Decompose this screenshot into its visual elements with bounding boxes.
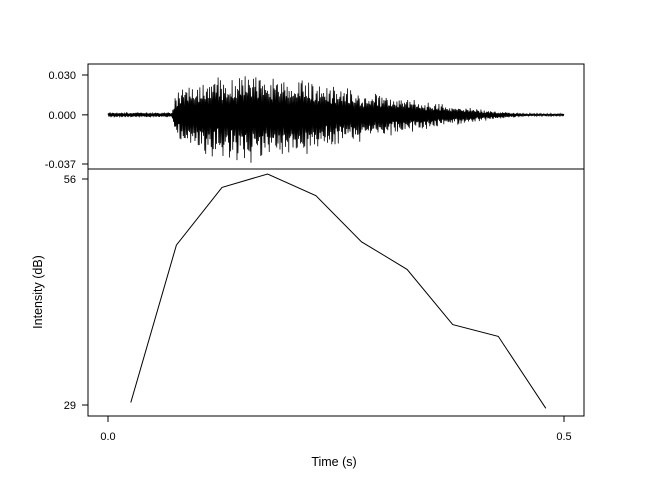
waveform-line — [107, 76, 565, 163]
waveform-y-axis: 0.030 0.000 -0.037 — [45, 70, 88, 171]
intensity-panel: 29 56 0.0 0.5 Intensity (dB) Time (s) — [31, 168, 585, 469]
time-x-axis: 0.0 0.5 — [100, 415, 572, 443]
intensity-line — [130, 173, 547, 409]
waveform-y-tick-label: -0.037 — [45, 159, 76, 171]
waveform-y-tick-label: 0.030 — [48, 70, 76, 82]
intensity-y-axis: 29 56 — [64, 174, 89, 412]
intensity-y-tick-label: 29 — [64, 400, 76, 412]
time-x-tick-label: 0.5 — [556, 431, 571, 443]
time-x-tick-label: 0.0 — [100, 431, 115, 443]
waveform-panel: 0.030 0.000 -0.037 — [45, 63, 585, 171]
y-axis-title: Intensity (dB) — [31, 255, 45, 329]
waveform-y-tick-label: 0.000 — [48, 110, 76, 122]
intensity-y-tick-label: 56 — [64, 174, 76, 186]
x-axis-title: Time (s) — [311, 455, 356, 469]
